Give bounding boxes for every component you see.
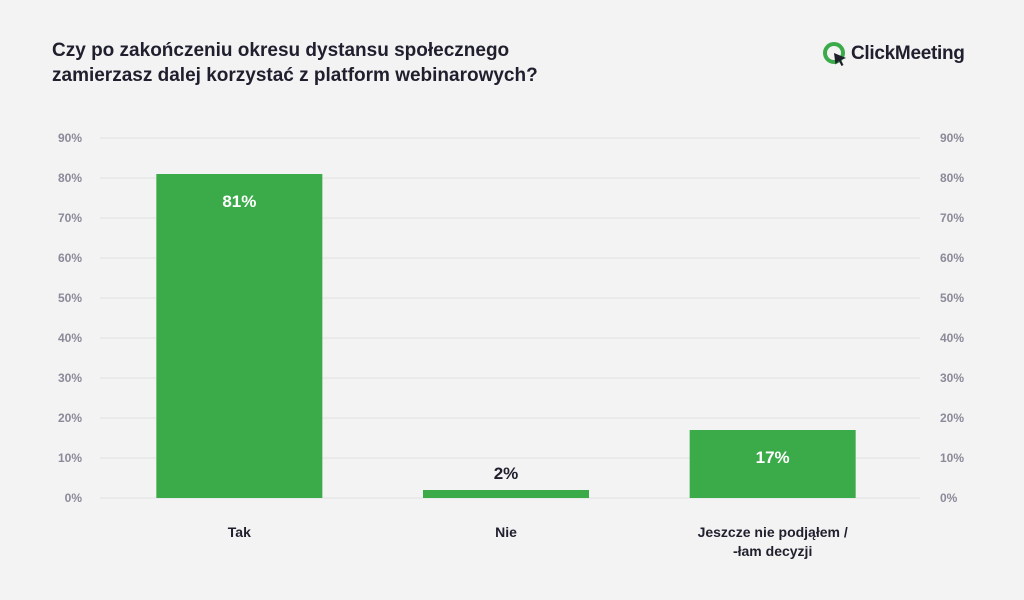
y-tick-right: 80% (940, 171, 964, 185)
y-tick-left: 70% (58, 211, 82, 225)
y-tick-right: 70% (940, 211, 964, 225)
data-label: 2% (494, 464, 519, 483)
y-tick-right: 40% (940, 331, 964, 345)
bar (423, 490, 589, 498)
chart-title-line-1: Czy po zakończeniu okresu dystansu społe… (52, 40, 510, 61)
y-tick-right: 0% (940, 491, 958, 505)
y-tick-left: 10% (58, 451, 82, 465)
y-tick-left: 20% (58, 411, 82, 425)
bar (156, 174, 323, 498)
x-axis-categories: Tak Nie Jeszcze nie podjąłem / -łam decyzji (228, 524, 848, 559)
category-label: Nie (495, 524, 517, 540)
clickmeeting-logo-icon (823, 42, 846, 66)
chart-title: Czy po zakończeniu okresu dystansu społe… (52, 38, 672, 88)
y-tick-left: 30% (58, 371, 82, 385)
y-tick-right: 20% (940, 411, 964, 425)
chart-title-line-2: zamierzasz dalej korzystać z platform we… (52, 65, 538, 86)
bar (689, 430, 856, 498)
y-tick-right: 60% (940, 251, 964, 265)
y-tick-left: 40% (58, 331, 82, 345)
y-axis-left: 0% 10% 20% 30% 40% 50% 60% 70% 80% 90% (58, 131, 82, 505)
y-tick-left: 60% (58, 251, 82, 265)
y-tick-left: 90% (58, 131, 82, 145)
category-label: -łam decyzji (733, 543, 812, 559)
y-tick-left: 0% (65, 491, 83, 505)
data-labels: 81% 2% 17% (222, 192, 789, 483)
bars (156, 174, 856, 498)
category-label: Jeszcze nie podjąłem / (698, 524, 848, 540)
y-tick-right: 30% (940, 371, 964, 385)
y-tick-right: 50% (940, 291, 964, 305)
y-tick-right: 10% (940, 451, 964, 465)
data-label: 81% (222, 192, 256, 211)
data-label: 17% (756, 448, 790, 467)
y-tick-left: 80% (58, 171, 82, 185)
y-tick-right: 90% (940, 131, 964, 145)
y-tick-left: 50% (58, 291, 82, 305)
y-axis-right: 0% 10% 20% 30% 40% 50% 60% 70% 80% 90% (940, 131, 964, 505)
brand-logo: ClickMeeting (822, 40, 965, 68)
category-label: Tak (228, 524, 251, 540)
brand-name: ClickMeeting (851, 43, 965, 64)
